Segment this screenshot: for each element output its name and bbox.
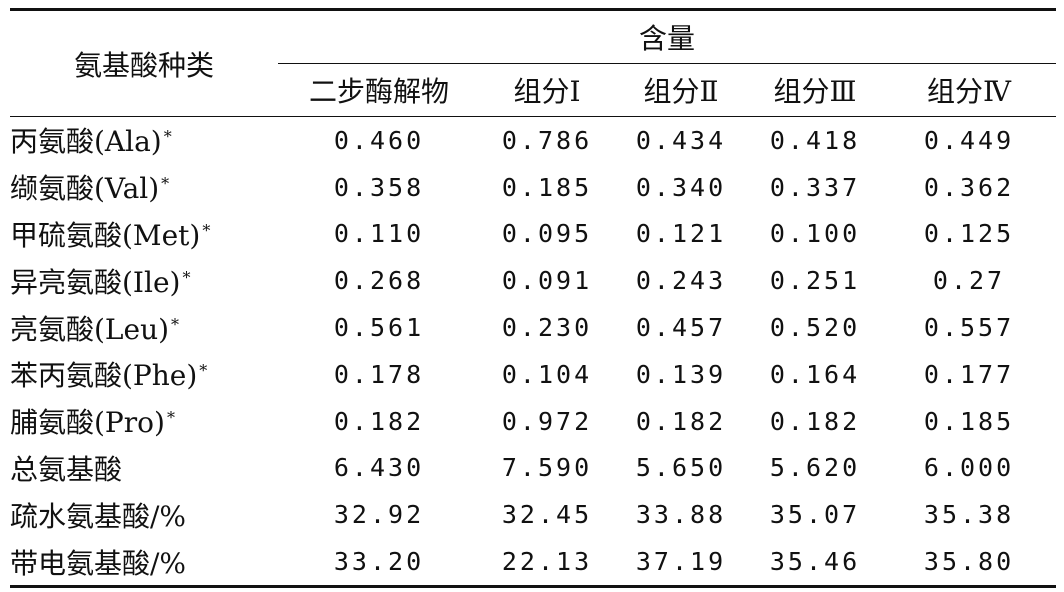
- table-row: 缬氨酸(Val) * 0.358 0.185 0.340 0.337 0.362: [10, 164, 1056, 211]
- value-cell: 7.590: [501, 453, 593, 483]
- essential-mark: *: [161, 174, 170, 194]
- group-header-cell: 含量: [278, 9, 1057, 64]
- amino-acid-name-cell: 异亮氨酸(Ile) *: [10, 257, 278, 304]
- value-cell: 35.07: [769, 500, 861, 530]
- value-cell: 0.230: [501, 313, 593, 343]
- value-cell: 0.418: [769, 125, 861, 155]
- amino-acid-name-cell: 疏水氨基酸/%: [10, 491, 278, 538]
- value-cell: 32.45: [501, 500, 593, 530]
- column-header: 组分Ⅲ: [748, 63, 882, 117]
- amino-acid-name-cell: 带电氨基酸/%: [10, 538, 278, 588]
- amino-acid-name-cell: 缬氨酸(Val) *: [10, 164, 278, 211]
- amino-acid-name: 总氨基酸: [10, 452, 123, 486]
- value-cell: 33.88: [635, 500, 727, 530]
- table-row: 脯氨酸(Pro) * 0.182 0.972 0.182 0.182 0.185: [10, 398, 1056, 445]
- value-cell: 0.561: [333, 313, 425, 343]
- amino-acid-table: 氨基酸种类 含量 二步酶解物 组分Ⅰ 组分Ⅱ 组分Ⅲ 组分Ⅳ 丙氨酸(Ala) *…: [10, 8, 1057, 588]
- essential-mark: *: [163, 127, 172, 147]
- value-cell: 0.460: [333, 125, 425, 155]
- table-row: 异亮氨酸(Ile) * 0.268 0.091 0.243 0.251 0.27: [10, 257, 1056, 304]
- value-cell: 0.104: [501, 359, 593, 389]
- amino-acid-name-cell: 脯氨酸(Pro) *: [10, 398, 278, 445]
- value-cell: 0.121: [635, 219, 727, 249]
- table-row: 甲硫氨酸(Met) * 0.110 0.095 0.121 0.100 0.125: [10, 211, 1056, 258]
- table-row: 带电氨基酸/% 33.20 22.13 37.19 35.46 35.80: [10, 538, 1057, 588]
- value-cell: 37.19: [614, 538, 748, 588]
- value-cell: 0.178: [333, 359, 425, 389]
- value-cell: 0.164: [769, 359, 861, 389]
- value-cell: 0.557: [923, 313, 1015, 343]
- table-body: 丙氨酸(Ala) * 0.460 0.786 0.434 0.418 0.449 缬氨酸(Va…: [10, 117, 1057, 588]
- value-cell: 5.650: [635, 453, 727, 483]
- value-cell: 35.38: [923, 500, 1015, 530]
- amino-acid-name: 缬氨酸(Val): [10, 172, 160, 206]
- value-cell: 0.340: [635, 172, 727, 202]
- amino-acid-name: 带电氨基酸/%: [10, 546, 187, 580]
- amino-acid-name-cell: 总氨基酸: [10, 445, 278, 492]
- value-cell: 0.091: [501, 266, 593, 296]
- amino-acid-name: 疏水氨基酸/%: [10, 499, 187, 533]
- column-header: 二步酶解物: [278, 63, 480, 117]
- essential-mark: *: [202, 220, 211, 240]
- column-header: 组分Ⅰ: [480, 63, 614, 117]
- amino-acid-name: 脯氨酸(Pro): [10, 406, 165, 440]
- amino-acid-name: 苯丙氨酸(Phe): [10, 359, 198, 393]
- value-cell: 0.139: [635, 359, 727, 389]
- value-cell: 0.182: [769, 406, 861, 436]
- header-row-columns: 二步酶解物 组分Ⅰ 组分Ⅱ 组分Ⅲ 组分Ⅳ: [10, 63, 1057, 117]
- value-cell: 0.268: [333, 266, 425, 296]
- amino-acid-table-container: 氨基酸种类 含量 二步酶解物 组分Ⅰ 组分Ⅱ 组分Ⅲ 组分Ⅳ 丙氨酸(Ala) *…: [10, 8, 1057, 588]
- value-cell: 0.362: [923, 172, 1015, 202]
- table-row: 疏水氨基酸/% 32.92 32.45 33.88 35.07 35.38: [10, 491, 1056, 538]
- value-cell: 0.182: [635, 406, 727, 436]
- value-cell: 0.182: [333, 406, 425, 436]
- amino-acid-name: 异亮氨酸(Ile): [10, 265, 181, 299]
- value-cell: 0.786: [501, 125, 593, 155]
- essential-mark: *: [171, 314, 180, 334]
- value-cell: 0.27: [932, 266, 1006, 296]
- value-cell: 0.125: [923, 219, 1015, 249]
- value-cell: 35.46: [748, 538, 882, 588]
- value-cell: 0.337: [769, 172, 861, 202]
- essential-mark: *: [199, 361, 208, 381]
- value-cell: 0.358: [333, 172, 425, 202]
- value-cell: 5.620: [769, 453, 861, 483]
- value-cell: 0.177: [923, 359, 1015, 389]
- column-header: 组分Ⅱ: [614, 63, 748, 117]
- value-cell: 22.13: [480, 538, 614, 588]
- table-row: 亮氨酸(Leu) * 0.561 0.230 0.457 0.520 0.557: [10, 304, 1056, 351]
- value-cell: 0.243: [635, 266, 727, 296]
- amino-acid-name-cell: 苯丙氨酸(Phe) *: [10, 351, 278, 398]
- table-row: 丙氨酸(Ala) * 0.460 0.786 0.434 0.418 0.449: [10, 117, 1056, 164]
- essential-mark: *: [166, 408, 175, 428]
- value-cell: 0.520: [769, 313, 861, 343]
- value-cell: 0.457: [635, 313, 727, 343]
- value-cell: 0.110: [333, 219, 425, 249]
- row-header-cell: 氨基酸种类: [10, 9, 278, 117]
- table-row: 总氨基酸 6.430 7.590 5.650 5.620 6.000: [10, 445, 1056, 492]
- amino-acid-name: 亮氨酸(Leu): [10, 312, 170, 346]
- header-row-group: 氨基酸种类 含量: [10, 9, 1057, 117]
- value-cell: 6.430: [333, 453, 425, 483]
- value-cell: 32.92: [333, 500, 425, 530]
- value-cell: 0.251: [769, 266, 861, 296]
- amino-acid-name: 丙氨酸(Ala): [10, 125, 162, 159]
- value-cell: 0.434: [635, 125, 727, 155]
- value-cell: 6.000: [923, 453, 1015, 483]
- amino-acid-name-cell: 丙氨酸(Ala) *: [10, 117, 278, 164]
- value-cell: 0.972: [501, 406, 593, 436]
- value-cell: 0.095: [501, 219, 593, 249]
- table-row: 苯丙氨酸(Phe) * 0.178 0.104 0.139 0.164 0.177: [10, 351, 1056, 398]
- column-header: 组分Ⅳ: [882, 63, 1057, 117]
- value-cell: 0.449: [923, 125, 1015, 155]
- value-cell: 33.20: [278, 538, 480, 588]
- value-cell: 35.80: [882, 538, 1057, 588]
- amino-acid-name-cell: 甲硫氨酸(Met) *: [10, 211, 278, 258]
- value-cell: 0.100: [769, 219, 861, 249]
- value-cell: 0.185: [501, 172, 593, 202]
- essential-mark: *: [182, 267, 191, 287]
- value-cell: 0.185: [923, 406, 1015, 436]
- amino-acid-name-cell: 亮氨酸(Leu) *: [10, 304, 278, 351]
- amino-acid-name: 甲硫氨酸(Met): [10, 218, 201, 252]
